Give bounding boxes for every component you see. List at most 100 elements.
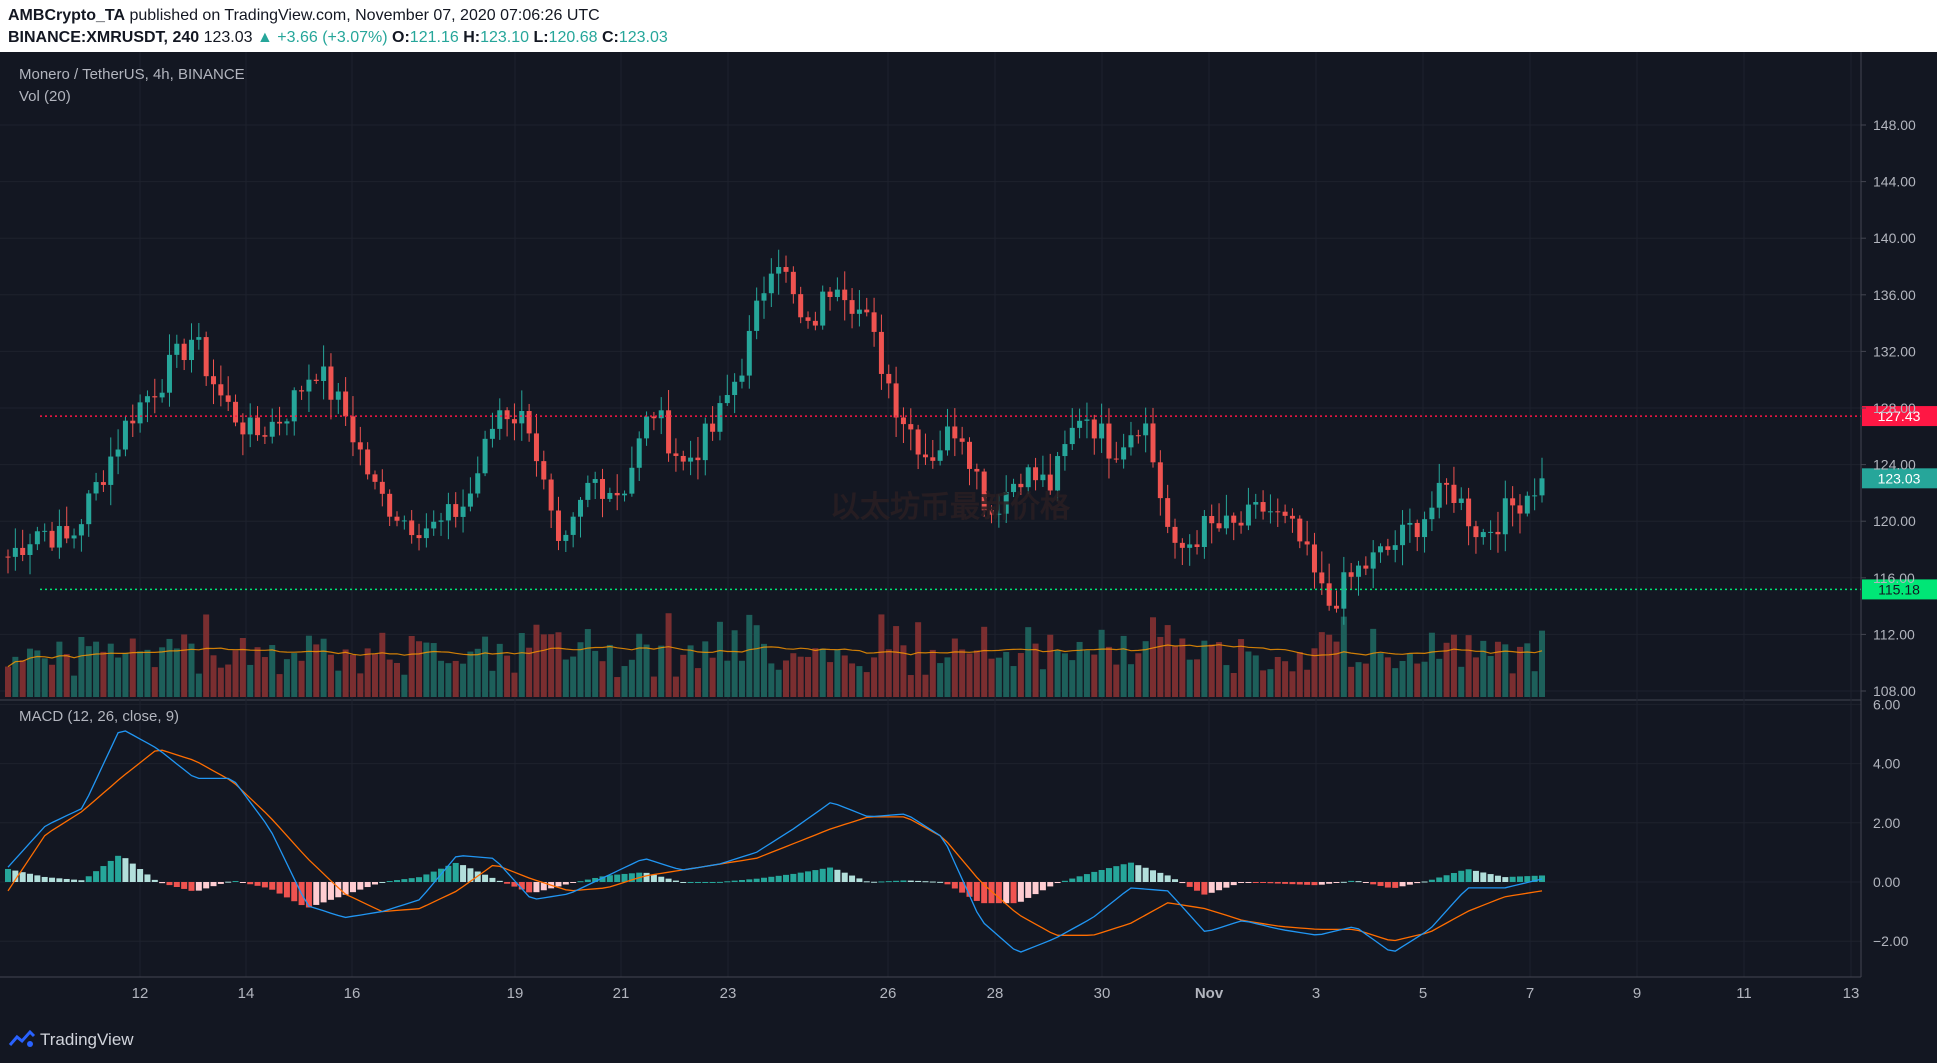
time-tick-label: 21 <box>613 985 630 1002</box>
macd-histogram-bar <box>1274 882 1281 884</box>
macd-histogram-bar <box>1384 882 1391 888</box>
candle-body <box>49 530 55 548</box>
candle-body <box>188 339 194 361</box>
volume-bar <box>1216 642 1223 697</box>
volume-bar <box>78 636 85 697</box>
volume-bar <box>1494 641 1501 697</box>
volume-bar <box>621 666 628 697</box>
volume-bar <box>41 658 48 697</box>
volume-bar <box>548 634 555 697</box>
macd-histogram-bar <box>203 882 210 889</box>
macd-histogram-bar <box>1039 882 1046 891</box>
axes: 108.00112.00116.00120.00124.00128.00132.… <box>0 52 1916 1002</box>
macd-histogram-bar <box>1179 882 1186 884</box>
volume-bar <box>269 645 276 697</box>
volume-bar <box>438 660 445 697</box>
candle-body <box>658 410 664 419</box>
macd-histogram-bar <box>151 879 158 882</box>
volume-bar <box>1296 652 1303 697</box>
candle-body <box>12 547 18 557</box>
macd-histogram-bar <box>1164 875 1171 882</box>
volume-bar <box>790 653 797 697</box>
candle-body <box>511 419 517 424</box>
volume-bar <box>357 673 364 697</box>
candle-body <box>585 482 591 500</box>
price-lines: 127.43 115.18 123.03 <box>40 406 1937 600</box>
candle-body <box>1539 478 1545 496</box>
macd-histogram-bar <box>504 882 511 884</box>
volume-bar <box>1010 666 1017 697</box>
candle-body <box>1135 435 1141 437</box>
volume-legend[interactable]: Vol (20) <box>19 88 71 105</box>
candle-body <box>1025 467 1031 488</box>
volume-bar <box>122 653 129 697</box>
candle-body <box>856 309 862 314</box>
volume-bar <box>115 657 122 697</box>
tradingview-logo-icon[interactable] <box>8 1029 36 1049</box>
candle-body <box>1480 532 1486 538</box>
macd-histogram-bar <box>1421 881 1428 883</box>
candle-body <box>695 457 701 461</box>
macd-histogram-bar <box>1304 882 1311 885</box>
volume-bar <box>401 674 408 697</box>
macd-histogram-bar <box>12 870 19 882</box>
volume-bar <box>533 624 540 697</box>
volume-bar <box>5 666 11 697</box>
candle-body <box>1407 522 1413 525</box>
macd-histogram-bar <box>1091 871 1098 882</box>
publish-info: AMBCrypto_TA published on TradingView.co… <box>8 7 600 25</box>
candle-body <box>453 504 459 517</box>
candle-body <box>489 428 495 439</box>
candle-body <box>1267 511 1273 513</box>
candle-body <box>416 535 422 539</box>
candle-body <box>394 516 400 521</box>
macd-histogram-bar <box>753 878 760 882</box>
volume-bar <box>371 653 378 697</box>
tradingview-brand[interactable]: TradingView <box>40 1030 134 1049</box>
volume-bar <box>658 645 665 697</box>
macd-histogram-bar <box>1069 878 1076 882</box>
candle-body <box>504 410 510 420</box>
candle-body <box>225 395 231 402</box>
macd-histogram-bar <box>570 882 577 883</box>
volume-bar <box>1120 635 1127 697</box>
macd-histogram-bar <box>760 877 767 882</box>
volume-bar <box>1223 665 1230 697</box>
candle-body <box>878 331 884 374</box>
candle-body <box>460 506 466 517</box>
candle-body <box>533 433 539 462</box>
author-name[interactable]: AMBCrypto_TA <box>8 7 126 24</box>
macd-histogram-bar <box>1296 882 1303 885</box>
volume-bar <box>1502 644 1509 697</box>
macd-histogram-bar <box>1355 881 1362 883</box>
time-tick-label: 12 <box>132 985 149 1002</box>
candle-body <box>930 457 936 461</box>
candle-body <box>313 379 319 382</box>
macd-histogram-bar <box>1531 875 1538 882</box>
candle-body <box>1062 444 1068 457</box>
candle-body <box>636 438 642 468</box>
macd-histogram-bar <box>159 882 166 884</box>
macd-histogram-bar <box>217 882 224 884</box>
main-legend[interactable]: Monero / TetherUS, 4h, BINANCE <box>19 66 245 83</box>
macd-histogram-bar <box>1289 882 1296 885</box>
volume-bar <box>342 649 349 697</box>
candle-body <box>1502 498 1508 535</box>
volume-bar <box>1194 659 1201 697</box>
volume-bar <box>408 635 415 697</box>
volume-bar <box>738 660 745 697</box>
candle-body <box>1099 423 1105 439</box>
volume-bar <box>760 643 767 697</box>
candle-body <box>1311 544 1317 573</box>
candle-body <box>1121 447 1127 460</box>
macd-legend[interactable]: MACD (12, 26, close, 9) <box>19 708 180 725</box>
macd-histogram-bar <box>71 879 78 882</box>
candle-body <box>93 482 99 494</box>
volume-bar <box>871 657 878 697</box>
macd-histogram-bar <box>320 882 327 903</box>
candle-body <box>467 493 473 507</box>
volume-bar <box>1318 632 1325 697</box>
volume-bar <box>1524 643 1531 697</box>
macd-histogram-bar <box>988 882 995 904</box>
